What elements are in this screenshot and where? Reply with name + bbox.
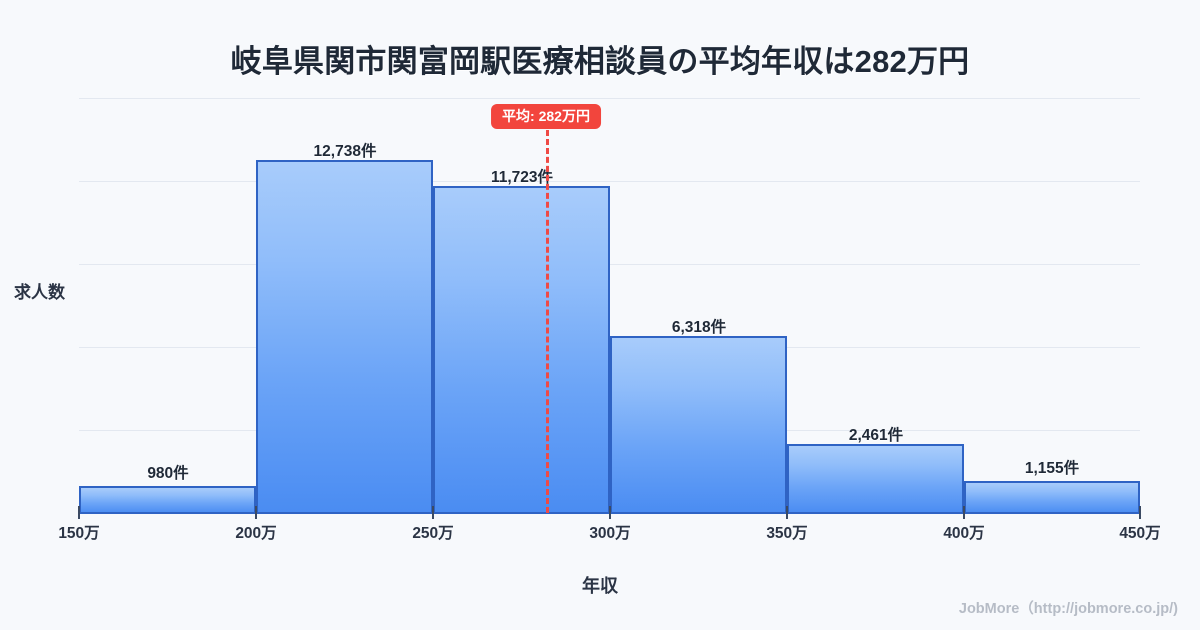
x-axis-title: 年収 (582, 576, 618, 596)
x-axis-tick-label: 200万 (235, 525, 277, 542)
x-axis-tick (1139, 506, 1141, 519)
x-axis-tick-label: 350万 (766, 525, 808, 542)
x-axis-tick-label: 250万 (412, 525, 454, 542)
x-axis-tick-label: 150万 (58, 525, 100, 542)
x-axis-tick-label: 450万 (1119, 525, 1161, 542)
x-axis-tick (78, 506, 80, 519)
bar-value-label: 11,723件 (490, 169, 554, 186)
histogram-bar[interactable] (256, 160, 433, 513)
histogram-bar[interactable] (610, 336, 787, 513)
histogram-bar[interactable] (964, 481, 1140, 513)
x-axis-tick (255, 506, 257, 519)
page-title: 岐阜県関市関富岡駅医療相談員の平均年収は282万円 (230, 44, 970, 79)
x-axis-tick-label: 300万 (589, 525, 631, 542)
bar-value-label: 2,461件 (848, 427, 904, 444)
x-axis-tick (432, 506, 434, 519)
bar-value-label: 12,738件 (313, 143, 377, 160)
histogram-bar[interactable] (787, 444, 964, 513)
average-line-icon (546, 130, 549, 513)
x-axis-tick (609, 506, 611, 519)
histogram-bar[interactable] (79, 486, 256, 513)
x-axis-tick (786, 506, 788, 519)
x-axis-tick-label: 400万 (943, 525, 985, 542)
gridline (79, 181, 1140, 182)
bar-value-label: 6,318件 (671, 319, 727, 336)
bar-value-label: 1,155件 (1024, 460, 1080, 477)
bar-value-label: 980件 (147, 465, 189, 482)
average-badge: 平均: 282万円 (491, 104, 601, 130)
y-axis-title: 求人数 (14, 283, 65, 302)
x-axis-tick (963, 506, 965, 519)
histogram-bar[interactable] (433, 186, 610, 513)
footer-credit: JobMore（http://jobmore.co.jp/) (958, 601, 1178, 617)
gridline (79, 98, 1140, 99)
plot-area (79, 98, 1140, 513)
